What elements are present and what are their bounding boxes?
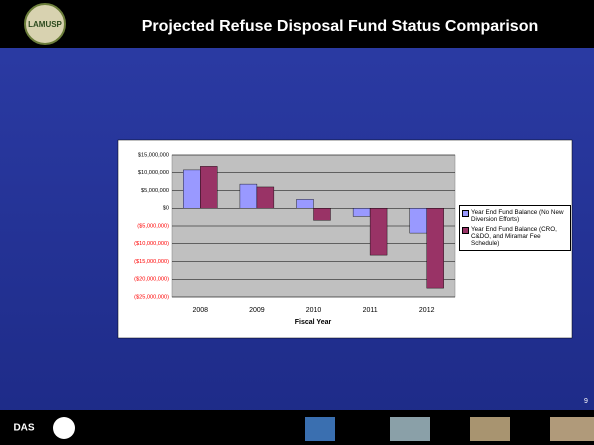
bar (297, 199, 314, 208)
bar (314, 208, 331, 220)
bar (183, 170, 200, 208)
x-tick-label: 2008 (193, 307, 209, 314)
bar (257, 187, 274, 208)
legend-label: Year End Fund Balance (CRO, C&DO, and Mi… (471, 226, 568, 247)
footer-photo (305, 417, 335, 441)
chart: ($25,000,000) ($20,000,000) ($15,000,000) (… (134, 152, 455, 313)
y-tick-label: $15,000,000 (138, 152, 169, 158)
bar (427, 208, 444, 288)
slide-title: Projected Refuse Disposal Fund Status Co… (142, 18, 539, 35)
x-tick-label: 2009 (249, 307, 265, 314)
x-axis-title: Fiscal Year (295, 319, 332, 326)
y-tick-label: ($5,000,000) (137, 223, 169, 229)
x-tick-label: 2011 (363, 307, 378, 314)
bar (410, 208, 427, 233)
y-tick-label: $0 (163, 206, 169, 212)
y-tick-label: ($15,000,000) (134, 259, 169, 265)
bar (353, 208, 370, 216)
legend-swatch (462, 227, 469, 234)
footer-photo (470, 417, 510, 441)
legend: Year End Fund Balance (No New Diversion … (459, 205, 571, 251)
legend-container: Year End Fund Balance (No New Diversion … (459, 205, 571, 271)
y-tick-label: $10,000,000 (138, 170, 169, 176)
footer-seal (53, 417, 75, 439)
slide: LAMUSP Projected Refuse Disposal Fund St… (0, 0, 594, 445)
x-tick-label: 2010 (306, 307, 322, 314)
y-tick-label: ($20,000,000) (134, 277, 169, 283)
footer-logo: DAS (13, 423, 34, 434)
x-tick-label: 2012 (419, 307, 435, 314)
y-tick-label: ($10,000,000) (134, 241, 169, 247)
legend-label: Year End Fund Balance (No New Diversion … (471, 209, 568, 223)
legend-swatch (462, 210, 469, 217)
y-tick-label: $5,000,000 (141, 188, 169, 194)
y-tick-label: ($25,000,000) (134, 294, 169, 300)
bar (240, 184, 257, 208)
footer-photo (550, 417, 594, 441)
bar (200, 166, 217, 208)
footer-photo (390, 417, 430, 441)
legend-item: Year End Fund Balance (No New Diversion … (462, 209, 568, 223)
logo-text: LAMUSP (28, 20, 62, 29)
bar (370, 208, 387, 255)
page-number: 9 (584, 398, 588, 405)
legend-item: Year End Fund Balance (CRO, C&DO, and Mi… (462, 226, 568, 247)
